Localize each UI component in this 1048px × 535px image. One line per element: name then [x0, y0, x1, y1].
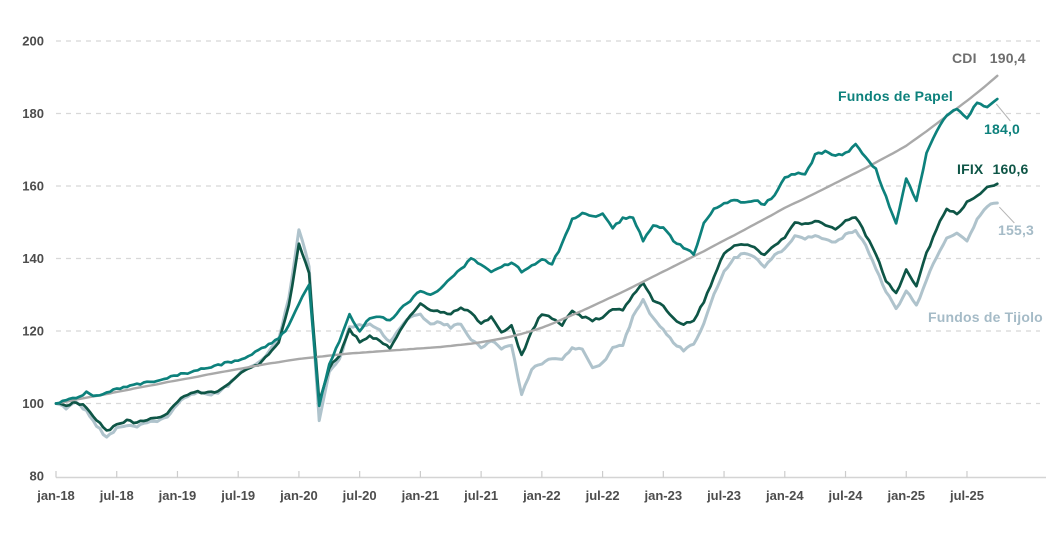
- y-tick-label-140: 140: [22, 251, 44, 266]
- series-name-fundos-de-papel: Fundos de Papel: [838, 88, 954, 104]
- series-label-ifix: IFIX 160,6: [957, 161, 1029, 177]
- series-value-cdi: 190,4: [989, 50, 1026, 66]
- series-name-fundos-de-tijolo-text: Fundos de Tijolo: [928, 309, 1043, 325]
- x-tick-label-jan-20: jan-20: [279, 488, 318, 503]
- x-tick-label-jan-21: jan-21: [401, 488, 440, 503]
- x-tick-label-jul-25: jul-25: [949, 488, 984, 503]
- label-connector-tijolo: [998, 206, 1015, 224]
- x-tick-label-jul-18: jul-18: [99, 488, 134, 503]
- series-line-tijolo: [54, 201, 999, 439]
- x-tick-label-jan-22: jan-22: [522, 488, 561, 503]
- y-tick-label-120: 120: [22, 324, 44, 339]
- series-label-fundos-de-papel: Fundos de Papel: [838, 88, 953, 104]
- x-tick-label-jan-24: jan-24: [765, 488, 804, 503]
- series-label-cdi: CDI 190,4: [952, 50, 1026, 66]
- series-line-cdi: [54, 74, 999, 405]
- series-name-ifix: IFIX: [957, 161, 984, 177]
- x-tick-label-jul-23: jul-23: [706, 488, 741, 503]
- series-line-ifix: [54, 182, 999, 432]
- series-value-fundos-de-papel-text: 184,0: [984, 121, 1021, 137]
- label-connector-papel: [995, 103, 1011, 122]
- x-tick-label-jul-21: jul-21: [463, 488, 498, 503]
- x-tick-label-jul-20: jul-20: [342, 488, 377, 503]
- series-value-ifix: 160,6: [992, 161, 1029, 177]
- series-value-fundos-de-tijolo: 155,3: [998, 222, 1034, 238]
- x-tick-label-jul-24: jul-24: [828, 488, 864, 503]
- x-tick-label-jul-22: jul-22: [585, 488, 620, 503]
- x-tick-label-jan-19: jan-19: [158, 488, 197, 503]
- y-tick-label-80: 80: [30, 469, 44, 484]
- series-value-fundos-de-tijolo-text: 155,3: [998, 222, 1035, 238]
- series-name-fundos-de-tijolo: Fundos de Tijolo: [928, 309, 1043, 325]
- x-tick-label-jan-23: jan-23: [644, 488, 683, 503]
- x-tick-label-jul-19: jul-19: [220, 488, 255, 503]
- series-value-fundos-de-papel: 184,0: [984, 121, 1020, 137]
- x-tick-label-jan-25: jan-25: [886, 488, 925, 503]
- y-tick-label-100: 100: [22, 396, 44, 411]
- y-tick-label-180: 180: [22, 106, 44, 121]
- series-line-papel: [54, 97, 999, 408]
- y-tick-label-200: 200: [22, 34, 44, 49]
- y-tick-label-160: 160: [22, 179, 44, 194]
- series-name-cdi: CDI: [952, 50, 977, 66]
- x-tick-label-jan-18: jan-18: [36, 488, 75, 503]
